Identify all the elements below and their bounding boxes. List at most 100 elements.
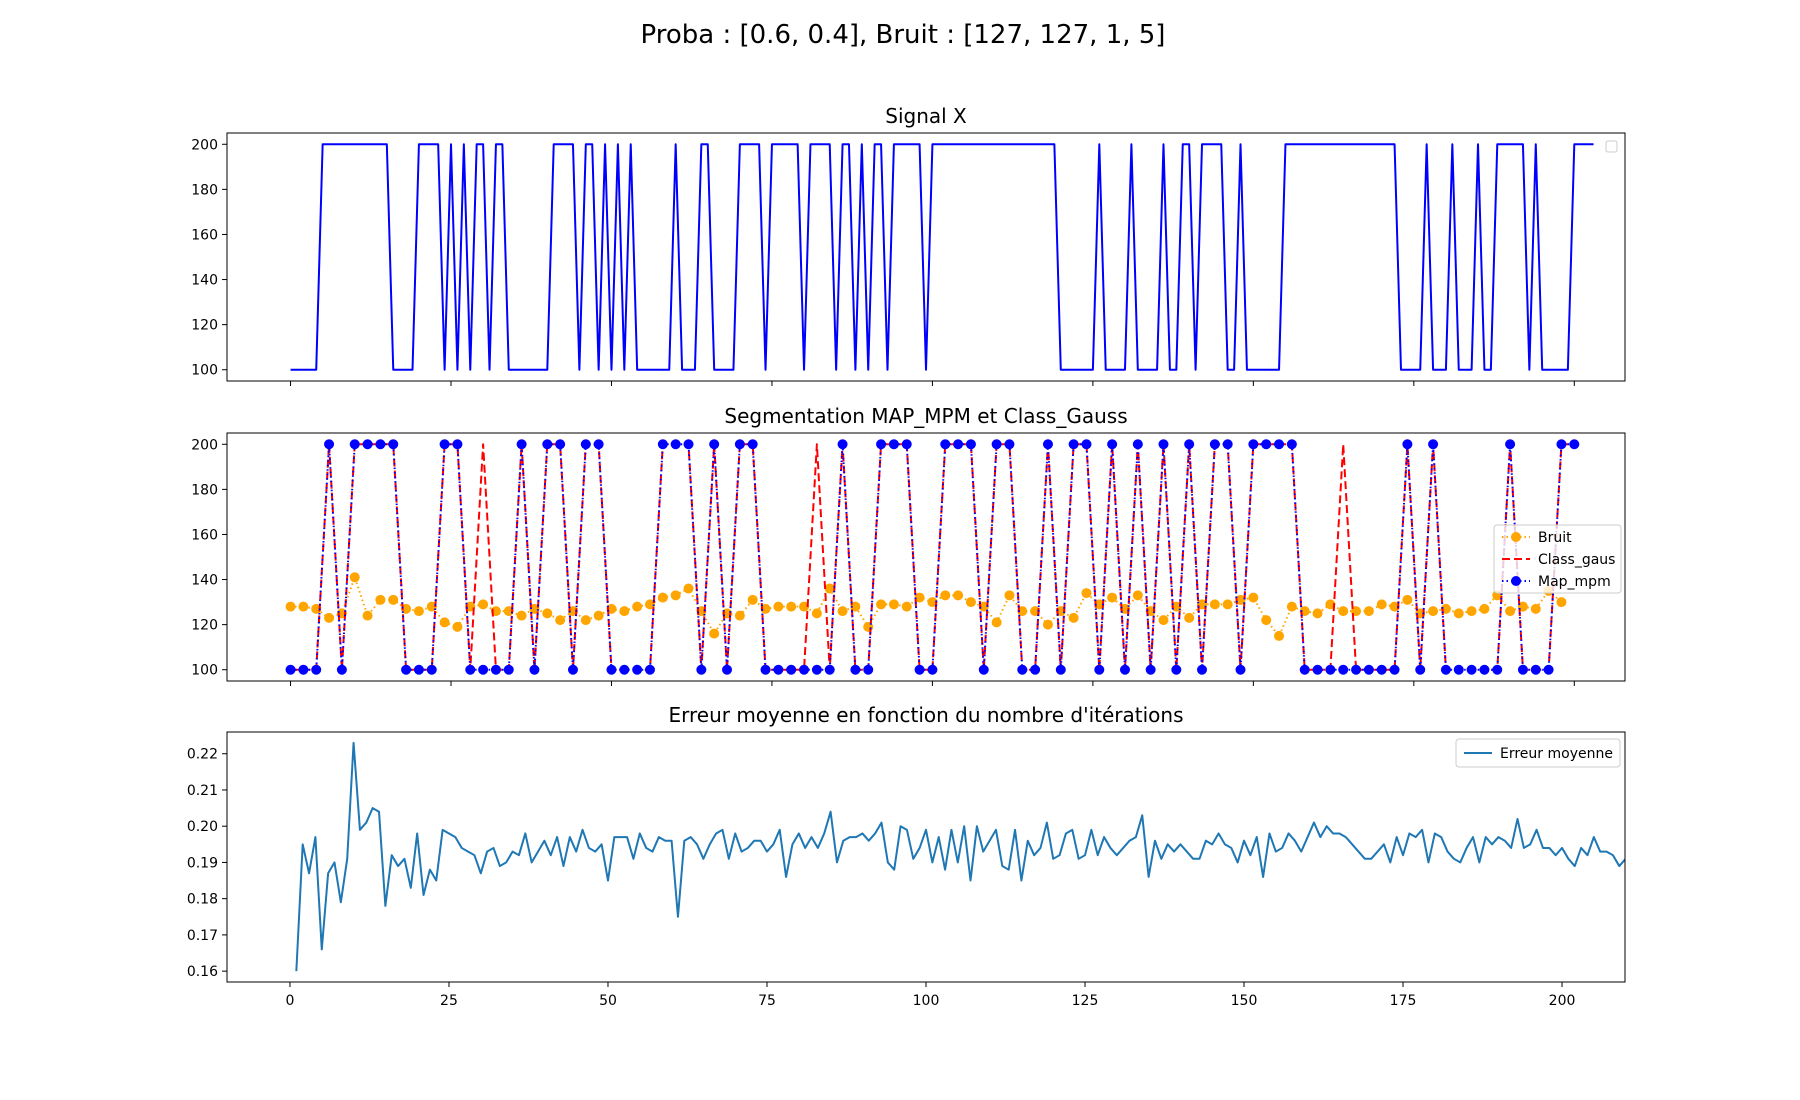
subplot-3: Erreur moyenne en fonction du nombre d'i… — [187, 703, 1626, 1009]
series-1-point — [619, 606, 630, 617]
series-1-point — [1428, 606, 1439, 617]
series-3-point — [324, 439, 335, 450]
y-tick-label: 160 — [191, 527, 218, 543]
series-3-point — [1261, 439, 1272, 450]
series-1-point — [1402, 594, 1413, 605]
legend-box — [1455, 738, 1621, 768]
series-1-point — [632, 601, 643, 612]
series-3-point — [516, 439, 527, 450]
subplot-title: Segmentation MAP_MPM et Class_Gauss — [724, 404, 1127, 428]
series-3-point — [298, 664, 309, 675]
series-1-point — [927, 597, 938, 608]
series-3-point — [722, 664, 733, 675]
series-3-point — [1055, 664, 1066, 675]
series-3-point — [1004, 439, 1015, 450]
series-1-point — [876, 599, 887, 610]
series-3-point — [349, 439, 360, 450]
series-1-point — [914, 592, 925, 603]
plot-area — [295, 741, 1625, 972]
axes-frame — [226, 432, 1626, 682]
x-tick-label: 100 — [913, 993, 940, 1009]
series-1-point — [1286, 601, 1297, 612]
series-1-point — [1132, 590, 1143, 601]
series-1-point — [452, 621, 463, 632]
series-1-point — [439, 617, 450, 628]
series-3-point — [452, 439, 463, 450]
series-3-point — [478, 664, 489, 675]
series-1-point — [1466, 606, 1477, 617]
series-3-point — [1235, 664, 1246, 675]
series-1-point — [1235, 594, 1246, 605]
series-3-point — [606, 664, 617, 675]
series-1-point — [965, 597, 976, 608]
legend-label-2: Class_gaus — [1538, 552, 1615, 568]
series-1-point — [644, 599, 655, 610]
legend-marker-3 — [1511, 576, 1521, 586]
series-3-point — [811, 664, 822, 675]
series-3-point — [1030, 664, 1041, 675]
series-3-point — [1466, 664, 1477, 675]
series-3-point — [1222, 439, 1233, 450]
series-3-point — [940, 439, 951, 450]
series-1-point — [1453, 608, 1464, 619]
y-tick-label: 140 — [191, 573, 218, 589]
series-3-point — [876, 439, 887, 450]
series-3-point — [1197, 664, 1208, 675]
axes-frame — [226, 132, 1626, 382]
series-3-point — [760, 664, 771, 675]
legend-marker-1 — [1511, 532, 1521, 542]
series-1-point — [413, 606, 424, 617]
subplot-title: Signal X — [885, 104, 967, 128]
series-1-point — [901, 601, 912, 612]
series-3-point — [1248, 439, 1259, 450]
series-3-point — [1107, 439, 1118, 450]
y-tick-label: 160 — [191, 227, 218, 243]
series-1-point — [747, 594, 758, 605]
series-3-point — [1543, 664, 1554, 675]
x-tick-label: 75 — [758, 993, 776, 1009]
series-3-point — [388, 439, 399, 450]
series-1-point — [683, 583, 694, 594]
y-tick-label: 0.19 — [187, 855, 218, 871]
series-1-point — [1505, 606, 1516, 617]
series-3-point — [863, 664, 874, 675]
series-1-point — [324, 612, 335, 623]
series-3-point — [362, 439, 373, 450]
series-3-point — [1068, 439, 1079, 450]
series-3-point — [1569, 439, 1580, 450]
series-1-point — [824, 583, 835, 594]
series-3-point — [1209, 439, 1220, 450]
series-3-point — [850, 664, 861, 675]
series-3-point — [336, 664, 347, 675]
series-1-point — [593, 610, 604, 621]
series-1-point — [478, 599, 489, 610]
series-1-point — [1042, 619, 1053, 630]
x-tick-label: 50 — [599, 993, 617, 1009]
series-3-point — [439, 439, 450, 450]
series-3-point — [375, 439, 386, 450]
plot-area — [285, 439, 1580, 675]
series-3-point — [542, 439, 553, 450]
series-3-point — [593, 439, 604, 450]
series-1-point — [285, 601, 296, 612]
series-1-point — [837, 606, 848, 617]
y-tick-label: 180 — [191, 182, 218, 198]
series-3-point — [709, 439, 720, 450]
legend-box — [1493, 524, 1622, 594]
series-3-point — [1479, 664, 1490, 675]
series-1-point — [1363, 606, 1374, 617]
series-3-point — [413, 664, 424, 675]
series-1-point — [670, 590, 681, 601]
series-1-point — [1479, 603, 1490, 614]
series-1-point — [1530, 603, 1541, 614]
legend-label-1: Erreur moyenne — [1500, 746, 1613, 762]
series-3-point — [490, 664, 501, 675]
series-1-point — [1107, 592, 1118, 603]
series-1-point — [1068, 612, 1079, 623]
series-3-point — [1171, 664, 1182, 675]
legend-label-3: Map_mpm — [1538, 574, 1611, 590]
series-1-point — [1222, 599, 1233, 610]
y-tick-label: 0.16 — [187, 964, 218, 980]
